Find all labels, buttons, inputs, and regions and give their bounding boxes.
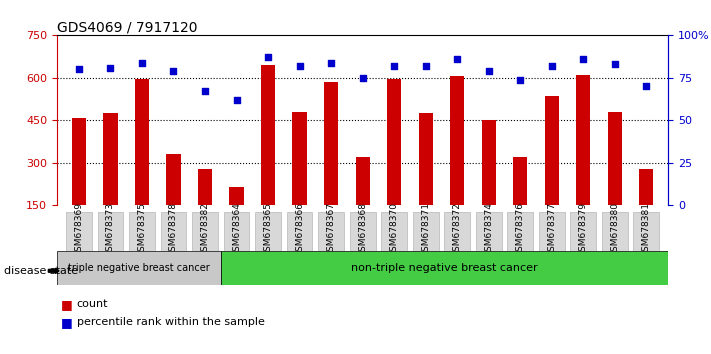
Text: GSM678378: GSM678378 [169,202,178,257]
Text: GSM678365: GSM678365 [264,202,272,257]
Bar [318,212,344,251]
Point [231,97,242,103]
Bar [539,212,565,251]
Point [168,68,179,74]
Text: GSM678366: GSM678366 [295,202,304,257]
Point [483,68,494,74]
Bar [570,212,596,251]
Bar [608,112,622,205]
Bar [166,154,181,205]
Point [357,75,368,81]
Point [294,63,305,69]
Point [73,67,85,72]
Text: non-triple negative breast cancer: non-triple negative breast cancer [351,263,538,273]
Text: GSM678367: GSM678367 [326,202,336,257]
Bar [356,157,370,205]
Bar [66,212,92,251]
Point [515,77,526,82]
Text: disease state: disease state [4,266,77,276]
Bar [513,157,528,205]
Bar [261,65,275,205]
Text: GSM678372: GSM678372 [453,202,461,257]
Point [641,84,652,89]
Point [609,62,621,67]
Point [388,63,400,69]
Bar [634,212,659,251]
Bar [161,212,186,251]
Text: GSM678379: GSM678379 [579,202,588,257]
Text: GSM678371: GSM678371 [421,202,430,257]
Text: ■: ■ [60,298,73,311]
Text: triple negative breast cancer: triple negative breast cancer [68,263,210,273]
Point [546,63,557,69]
Text: GSM678375: GSM678375 [137,202,146,257]
Bar [97,212,124,251]
Bar [639,169,653,205]
Bar [221,251,668,285]
Text: GSM678381: GSM678381 [642,202,651,257]
Bar [412,212,439,251]
Point [199,88,210,94]
Bar [57,251,221,285]
Point [451,56,463,62]
Text: GSM678377: GSM678377 [547,202,556,257]
Bar [507,212,533,251]
Text: GSM678369: GSM678369 [75,202,83,257]
Text: GSM678376: GSM678376 [515,202,525,257]
Bar [198,169,212,205]
Bar [576,75,590,205]
Point [137,60,148,65]
Text: percentile rank within the sample: percentile rank within the sample [77,317,264,327]
Bar [287,212,313,251]
Text: GSM678373: GSM678373 [106,202,115,257]
Bar [419,113,433,205]
Bar [292,112,306,205]
Text: GDS4069 / 7917120: GDS4069 / 7917120 [57,20,198,34]
Bar [350,212,375,251]
Bar [255,212,281,251]
Bar [381,212,407,251]
Text: count: count [77,299,108,309]
Point [105,65,116,70]
Bar [481,120,496,205]
Text: GSM678380: GSM678380 [610,202,619,257]
Point [577,56,589,62]
Bar [324,82,338,205]
Text: ■: ■ [60,316,73,329]
Bar [230,187,244,205]
Point [420,63,432,69]
Text: GSM678364: GSM678364 [232,202,241,257]
Bar [545,96,559,205]
Bar [72,118,86,205]
Point [326,60,337,65]
Bar [192,212,218,251]
Bar [135,79,149,205]
Bar [602,212,628,251]
Bar [103,113,117,205]
Text: GSM678374: GSM678374 [484,202,493,257]
Bar [224,212,250,251]
Bar [450,76,464,205]
Bar [476,212,501,251]
Text: GSM678368: GSM678368 [358,202,367,257]
Point [262,55,274,60]
Bar [387,79,401,205]
Text: GSM678370: GSM678370 [390,202,399,257]
Text: GSM678382: GSM678382 [201,202,210,257]
Bar [444,212,470,251]
Bar [129,212,155,251]
